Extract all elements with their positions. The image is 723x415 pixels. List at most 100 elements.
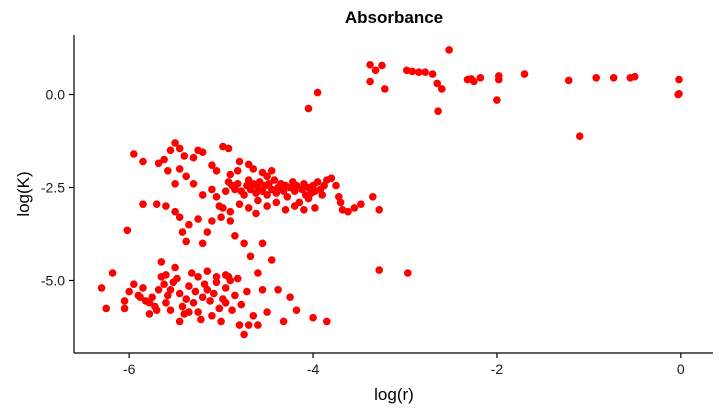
data-point: [125, 287, 133, 296]
y-tick-label: -5.0: [41, 272, 65, 288]
data-point: [318, 191, 327, 199]
data-point: [235, 157, 244, 166]
y-tick-label: 0.0: [46, 87, 66, 103]
data-point: [255, 178, 264, 186]
data-point: [300, 206, 308, 214]
data-point: [166, 306, 175, 315]
data-point: [375, 266, 384, 274]
data-point: [263, 202, 271, 210]
data-point: [244, 204, 253, 212]
data-point: [263, 191, 271, 199]
data-point: [228, 306, 236, 315]
x-tick-label: 0: [677, 361, 685, 377]
data-point: [171, 139, 179, 147]
data-point: [313, 88, 322, 97]
data-point: [231, 291, 239, 300]
data-point: [357, 200, 365, 208]
data-point: [189, 180, 198, 188]
data-point: [258, 286, 267, 294]
data-point: [175, 317, 184, 326]
data-point: [145, 310, 154, 318]
data-point: [438, 85, 446, 93]
data-point: [123, 226, 132, 235]
x-tick-label: -4: [307, 361, 320, 377]
data-point: [233, 180, 242, 188]
data-point: [231, 232, 239, 240]
data-point: [246, 185, 255, 194]
data-point: [265, 180, 273, 188]
data-point: [592, 74, 600, 82]
data-point: [194, 273, 202, 281]
data-point: [283, 193, 292, 201]
data-point: [206, 297, 214, 305]
data-point: [185, 282, 193, 290]
data-point: [182, 295, 190, 303]
data-point: [237, 300, 246, 309]
data-point: [187, 269, 196, 277]
data-point: [495, 75, 503, 84]
data-point: [428, 70, 437, 78]
data-point: [162, 271, 170, 279]
data-point: [175, 213, 184, 221]
y-tick-label: -2.5: [41, 179, 65, 195]
data-point: [564, 76, 573, 85]
data-point: [631, 72, 639, 81]
data-point: [344, 207, 352, 216]
data-point: [139, 284, 147, 292]
data-point: [198, 191, 207, 199]
data-point: [350, 204, 359, 212]
data-point: [175, 289, 184, 298]
x-tick-label: -6: [123, 361, 136, 377]
data-point: [189, 299, 198, 307]
data-point: [254, 321, 262, 329]
data-point: [404, 269, 412, 277]
data-point: [224, 144, 233, 153]
data-point: [180, 152, 189, 160]
data-point: [152, 200, 161, 208]
data-point: [381, 85, 389, 93]
data-point: [226, 217, 235, 225]
data-point: [173, 274, 181, 283]
data-point: [208, 185, 216, 194]
data-point: [215, 304, 224, 313]
data-point: [378, 61, 386, 70]
data-point: [154, 286, 163, 294]
data-point: [674, 90, 682, 99]
data-point: [244, 321, 253, 329]
data-point: [252, 209, 260, 218]
data-point: [203, 286, 212, 294]
y-axis-label: log(K): [14, 171, 33, 216]
data-point: [171, 207, 179, 216]
data-point: [267, 167, 276, 175]
data-point: [136, 293, 144, 302]
data-point: [171, 263, 179, 272]
data-point: [221, 284, 230, 292]
data-point: [433, 79, 442, 88]
data-point: [221, 187, 230, 195]
data-point: [197, 315, 205, 324]
data-point: [233, 274, 242, 283]
data-point: [203, 228, 212, 236]
data-point: [191, 287, 200, 296]
data-point: [212, 193, 221, 201]
data-point: [434, 107, 442, 115]
data-point: [304, 194, 313, 203]
data-point: [290, 202, 299, 210]
data-point: [160, 280, 168, 289]
data-point: [375, 206, 384, 214]
data-point: [182, 172, 190, 181]
data-point: [221, 299, 230, 307]
data-point: [210, 289, 218, 298]
data-point: [235, 200, 244, 208]
data-point: [313, 178, 322, 186]
data-point: [445, 46, 453, 54]
data-point: [164, 167, 172, 175]
data-point: [311, 204, 319, 212]
data-point: [198, 293, 207, 302]
data-point: [279, 317, 288, 326]
data-point: [267, 256, 276, 264]
data-point: [208, 312, 216, 320]
data-point: [244, 160, 253, 169]
data-point: [369, 193, 377, 201]
data-point: [243, 287, 251, 296]
